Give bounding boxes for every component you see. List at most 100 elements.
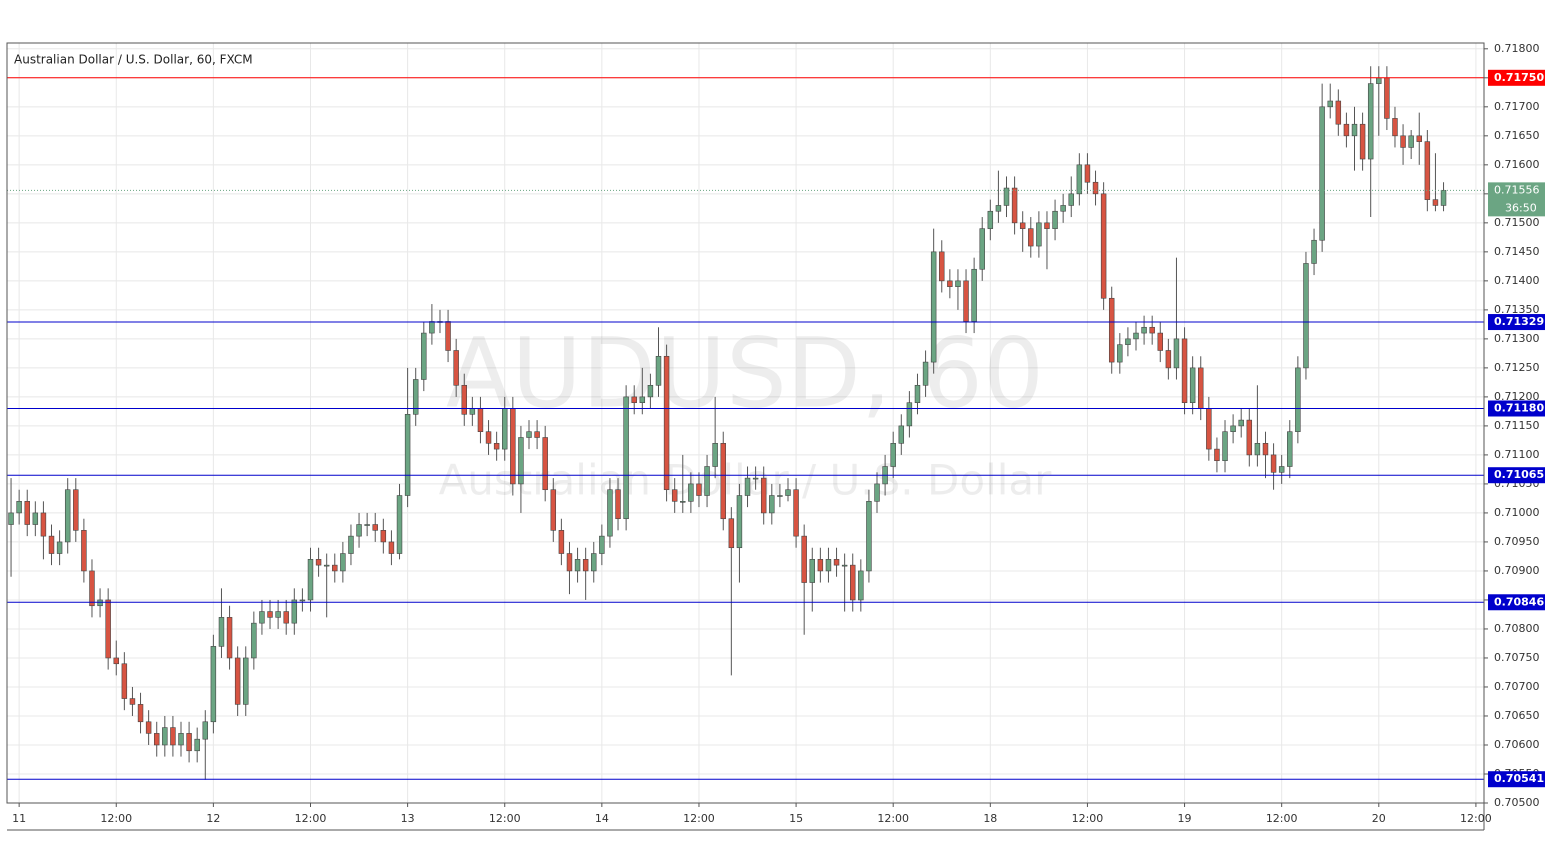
candle-body bbox=[243, 657, 249, 705]
level-label-box bbox=[1488, 771, 1545, 788]
candle-body bbox=[445, 321, 451, 351]
candle-body bbox=[48, 535, 55, 554]
candle-body bbox=[696, 483, 702, 496]
candle-body bbox=[493, 443, 500, 450]
candle-body bbox=[1157, 332, 1164, 351]
candle-body bbox=[1068, 193, 1074, 206]
candle-body bbox=[631, 396, 637, 403]
y-tick-label: 0.70750 bbox=[1494, 651, 1540, 664]
candle-body bbox=[1214, 448, 1220, 462]
y-tick-label: 0.70650 bbox=[1494, 709, 1540, 722]
candle-body bbox=[607, 489, 613, 537]
candle-body bbox=[850, 564, 856, 601]
candle-body bbox=[421, 332, 427, 380]
candle-body bbox=[56, 541, 63, 554]
x-tick-label: 20 bbox=[1372, 812, 1386, 825]
last-price-label: 0.71556 bbox=[1494, 183, 1540, 196]
candle-body bbox=[760, 477, 767, 514]
last-price-box bbox=[1488, 182, 1545, 217]
watermark: AUDUSD, 60 bbox=[446, 317, 1044, 429]
chart-title: Australian Dollar / U.S. Dollar, 60, FXC… bbox=[14, 53, 253, 67]
candle-body bbox=[1181, 338, 1188, 403]
candle-body bbox=[81, 530, 87, 572]
y-tick-label: 0.70800 bbox=[1494, 622, 1540, 635]
candle-body bbox=[1295, 367, 1301, 433]
candle-body bbox=[599, 535, 605, 554]
candle-body bbox=[1011, 187, 1018, 224]
level-label-box bbox=[1488, 69, 1545, 86]
plot bbox=[7, 66, 1484, 780]
candle-body bbox=[971, 268, 977, 322]
candle-body bbox=[825, 559, 832, 572]
candle-body bbox=[1230, 425, 1236, 433]
level-label-box bbox=[1488, 594, 1545, 611]
candle-body bbox=[979, 228, 985, 270]
x-tick-label: 12:00 bbox=[100, 812, 132, 825]
candle-body bbox=[720, 443, 726, 520]
candle-body bbox=[291, 599, 298, 624]
y-tick-label: 0.71400 bbox=[1494, 274, 1540, 287]
candle-body bbox=[299, 599, 306, 602]
candle-body bbox=[1335, 100, 1342, 125]
candle-body bbox=[412, 379, 419, 415]
candle-body bbox=[793, 489, 799, 537]
candle-body bbox=[1238, 419, 1244, 427]
x-tick-label: 11 bbox=[12, 812, 26, 825]
y-tick-label: 0.71450 bbox=[1494, 245, 1540, 258]
candle-body bbox=[24, 501, 30, 525]
candle-body bbox=[170, 727, 176, 746]
x-tick-label: 14 bbox=[595, 812, 609, 825]
candle-body bbox=[202, 721, 209, 740]
candle-body bbox=[178, 733, 184, 746]
candle-body bbox=[275, 611, 281, 618]
candle-body bbox=[97, 599, 103, 607]
x-tick-label: 13 bbox=[401, 812, 415, 825]
candle-body bbox=[210, 646, 217, 723]
y-tick-label: 0.71700 bbox=[1494, 100, 1540, 113]
candle-body bbox=[1141, 326, 1147, 334]
candle-body bbox=[1003, 187, 1010, 206]
candle-body bbox=[655, 355, 662, 386]
candle-body bbox=[1376, 77, 1382, 84]
candle-body bbox=[591, 553, 597, 572]
y-tick-label: 0.71150 bbox=[1494, 419, 1540, 432]
candle-body bbox=[1351, 123, 1358, 137]
candle-body bbox=[752, 477, 759, 480]
candle-body bbox=[1060, 205, 1066, 212]
candle-body bbox=[769, 495, 775, 514]
candle-body bbox=[939, 251, 945, 282]
candle-body bbox=[16, 501, 22, 514]
candle-body bbox=[566, 553, 573, 572]
candle-body bbox=[485, 431, 492, 444]
candle-body bbox=[89, 570, 95, 607]
candle-body bbox=[704, 466, 710, 496]
x-tick-label: 12:00 bbox=[489, 812, 521, 825]
candle-body bbox=[429, 321, 435, 334]
level-label-box bbox=[1488, 400, 1545, 417]
candle-body bbox=[542, 437, 548, 491]
candle-body bbox=[226, 617, 233, 659]
candle-body bbox=[582, 559, 589, 572]
candle-body bbox=[688, 483, 694, 502]
candle-body bbox=[922, 361, 929, 386]
candle-body bbox=[162, 727, 168, 746]
candle-body bbox=[194, 738, 200, 752]
candle-body bbox=[64, 489, 71, 543]
candle-body bbox=[518, 437, 524, 485]
x-tick-label: 12:00 bbox=[683, 812, 715, 825]
candle-body bbox=[323, 564, 330, 567]
candle-body bbox=[647, 384, 654, 398]
y-tick-label: 0.71250 bbox=[1494, 361, 1540, 374]
candle-body bbox=[955, 280, 961, 287]
candle-body bbox=[526, 431, 532, 438]
candle-body bbox=[510, 408, 516, 485]
candle-body bbox=[1149, 326, 1155, 334]
candle-body bbox=[1392, 118, 1398, 137]
candle-body bbox=[728, 518, 735, 549]
candle-body bbox=[1424, 141, 1431, 200]
candle-body bbox=[663, 355, 670, 491]
y-tick-label: 0.71650 bbox=[1494, 129, 1540, 142]
candle-body bbox=[785, 489, 791, 496]
candle-body bbox=[388, 541, 395, 554]
